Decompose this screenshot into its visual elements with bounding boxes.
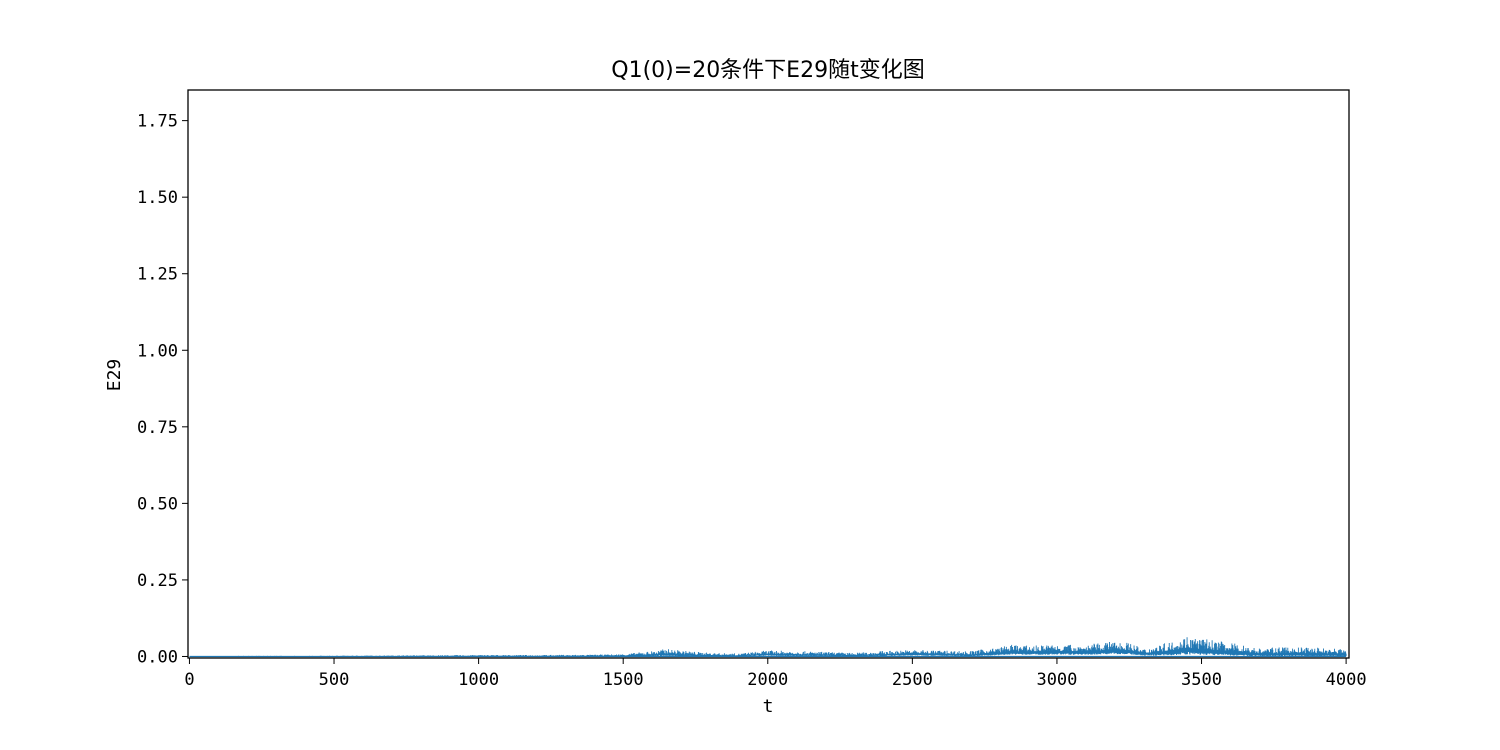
data-series: [189, 637, 1347, 658]
y-tick-label: 1.50: [137, 188, 178, 208]
y-tick-label: 0.50: [137, 494, 178, 514]
x-axis: 0 500 1000 1500 2000 2500 3000 3500 4000: [184, 658, 1367, 690]
y-axis: 0.00 0.25 0.50 0.75 1.00 1.25 1.50 1.75: [137, 112, 188, 667]
x-tick-label: 3000: [1036, 670, 1077, 690]
x-tick-label: 2500: [892, 670, 933, 690]
x-axis-label: t: [763, 696, 774, 717]
plot-frame: [187, 89, 1350, 659]
y-tick-label: 1.00: [137, 341, 178, 361]
y-tick-label: 0.75: [137, 418, 178, 438]
y-tick-label: 0.00: [137, 647, 178, 667]
chart-title: Q1(0)=20条件下E29随t变化图: [611, 58, 924, 83]
x-tick-label: 1500: [603, 670, 644, 690]
y-tick-label: 1.25: [137, 265, 178, 285]
series-line: [189, 637, 1347, 657]
x-tick-label: 0: [184, 670, 194, 690]
y-tick-label: 0.25: [137, 571, 178, 591]
y-tick-label: 1.75: [137, 112, 178, 132]
x-tick-label: 1000: [458, 670, 499, 690]
y-axis-label: E29: [104, 359, 125, 392]
x-tick-label: 2000: [747, 670, 788, 690]
x-tick-label: 500: [319, 670, 350, 690]
x-tick-label: 4000: [1326, 670, 1367, 690]
x-tick-label: 3500: [1181, 670, 1222, 690]
